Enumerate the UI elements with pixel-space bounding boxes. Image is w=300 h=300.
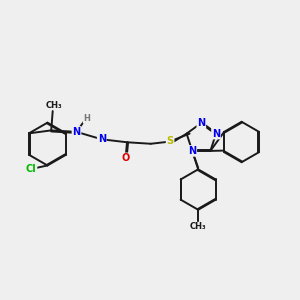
Text: S: S: [167, 136, 174, 146]
Text: CH₃: CH₃: [46, 100, 62, 109]
Text: N: N: [98, 134, 106, 144]
Text: N: N: [72, 127, 80, 137]
Text: Cl: Cl: [26, 164, 37, 174]
Text: N: N: [188, 146, 196, 156]
Text: N: N: [212, 129, 220, 139]
Text: O: O: [122, 153, 130, 163]
Text: H: H: [83, 114, 90, 123]
Text: N: N: [197, 118, 206, 128]
Text: CH₃: CH₃: [190, 222, 206, 231]
